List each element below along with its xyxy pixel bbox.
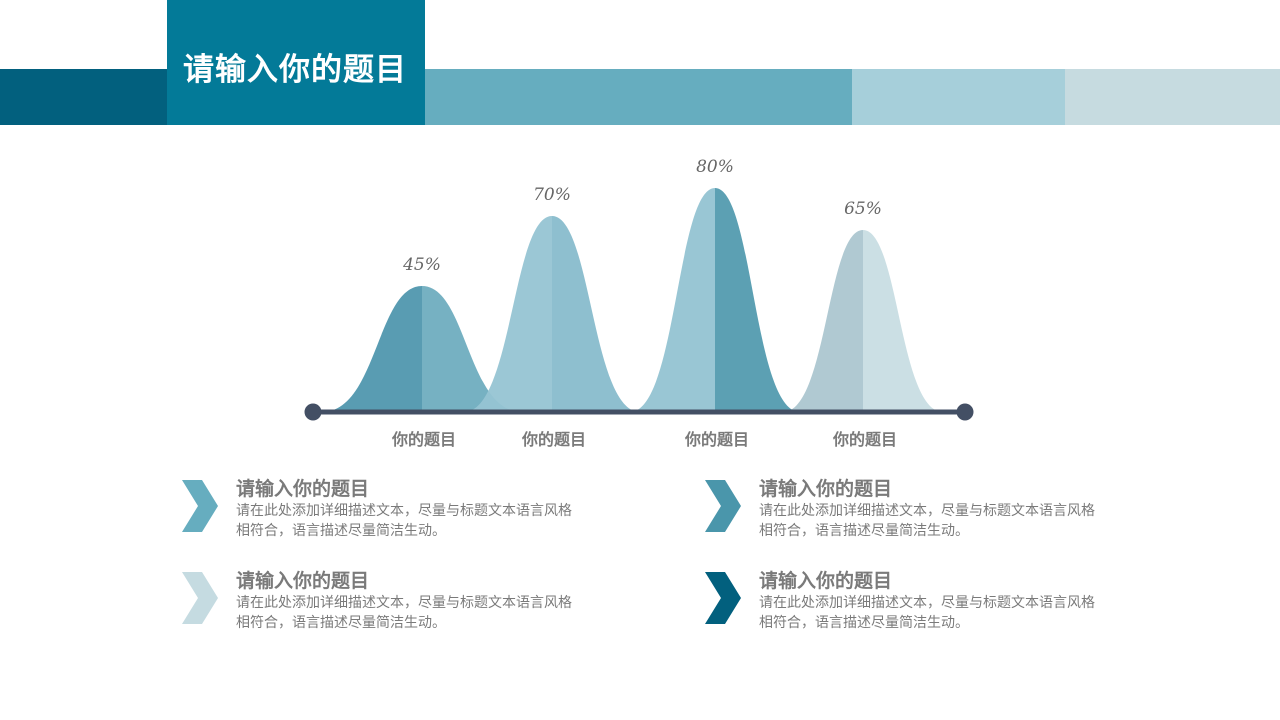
peak-right-half — [715, 188, 800, 412]
peak-left-half — [464, 216, 552, 412]
category-label: 你的题目 — [832, 430, 897, 449]
area-peak-2 — [464, 216, 640, 412]
chevron-shape — [182, 480, 218, 532]
value-label: 70% — [533, 185, 571, 205]
chevron-right-icon — [182, 480, 218, 532]
peak-right-half — [863, 230, 943, 412]
category-label: 你的题目 — [684, 430, 749, 449]
header-band-2 — [425, 69, 637, 125]
chevron-right-icon — [705, 572, 741, 624]
category-label: 你的题目 — [391, 430, 456, 449]
card-title: 请输入你的题目 — [236, 570, 370, 592]
info-card-2: 请输入你的题目 请在此处添加详细描述文本，尽量与标题文本语言风格相符合，语言描述… — [705, 478, 1125, 540]
card-title: 请输入你的题目 — [759, 478, 893, 500]
chevron-shape — [182, 572, 218, 624]
peak-right-half — [552, 216, 640, 412]
chevron-shape — [705, 572, 741, 624]
area-peak-3 — [630, 188, 800, 412]
value-label: 65% — [844, 199, 882, 219]
area-peak-1 — [322, 286, 522, 412]
chevron-right-icon — [705, 480, 741, 532]
peak-left-half — [630, 188, 715, 412]
info-card-1: 请输入你的题目 请在此处添加详细描述文本，尽量与标题文本语言风格相符合，语言描述… — [182, 478, 602, 540]
info-card-4: 请输入你的题目 请在此处添加详细描述文本，尽量与标题文本语言风格相符合，语言描述… — [705, 570, 1125, 632]
baseline-right-dot — [956, 403, 974, 421]
chevron-right-icon — [182, 572, 218, 624]
peak-left-half — [783, 230, 863, 412]
card-description: 请在此处添加详细描述文本，尽量与标题文本语言风格相符合，语言描述尽量简洁生动。 — [236, 595, 572, 631]
baseline-left-dot — [304, 403, 322, 421]
chevron-shape — [705, 480, 741, 532]
area-peak-4 — [783, 230, 943, 412]
card-description: 请在此处添加详细描述文本，尽量与标题文本语言风格相符合，语言描述尽量简洁生动。 — [759, 595, 1095, 631]
peak-right-half — [422, 286, 522, 412]
category-label: 你的题目 — [521, 430, 586, 449]
card-title: 请输入你的题目 — [236, 478, 370, 500]
info-card-3: 请输入你的题目 请在此处添加详细描述文本，尽量与标题文本语言风格相符合，语言描述… — [182, 570, 602, 632]
header-band-3 — [637, 69, 852, 125]
card-title: 请输入你的题目 — [759, 570, 893, 592]
peak-left-half — [322, 286, 422, 412]
card-description: 请在此处添加详细描述文本，尽量与标题文本语言风格相符合，语言描述尽量简洁生动。 — [236, 503, 572, 539]
title-box: 请输入你的题目 — [167, 0, 425, 125]
page-title: 请输入你的题目 — [183, 52, 407, 88]
card-description: 请在此处添加详细描述文本，尽量与标题文本语言风格相符合，语言描述尽量简洁生动。 — [759, 503, 1095, 539]
value-label: 80% — [696, 157, 734, 177]
header-band-4 — [852, 69, 1065, 125]
header-band-1 — [0, 69, 167, 125]
value-label: 45% — [402, 255, 441, 275]
header-band-5 — [1065, 69, 1280, 125]
